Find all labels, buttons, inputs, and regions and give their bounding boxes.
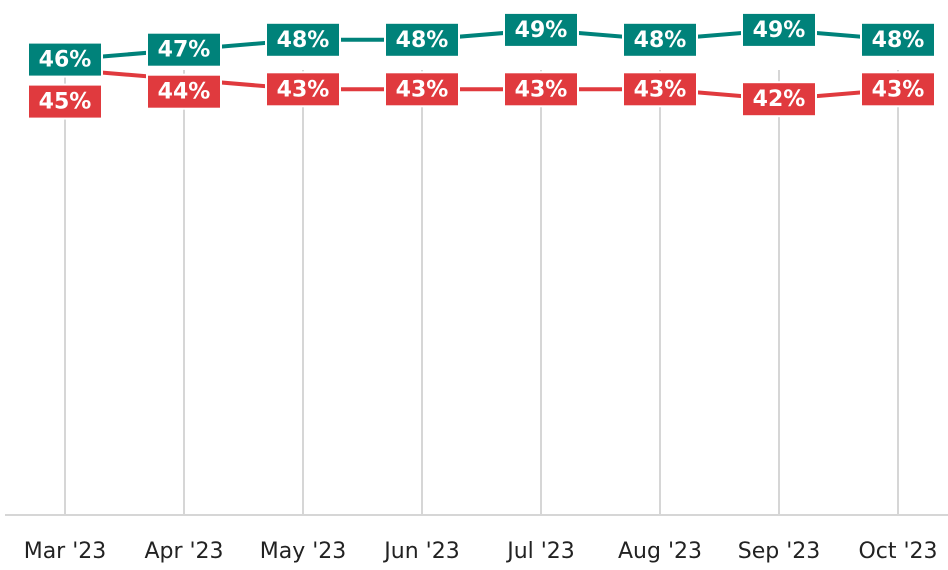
data-label: 47% xyxy=(158,38,211,63)
data-label: 43% xyxy=(277,77,330,102)
value-label: 45% xyxy=(27,83,103,120)
label-box xyxy=(503,11,579,48)
value-label: 49% xyxy=(503,11,579,48)
x-tick-label: Apr '23 xyxy=(144,539,223,564)
value-label: 43% xyxy=(265,71,341,108)
value-label: 49% xyxy=(741,11,817,48)
value-label: 48% xyxy=(860,21,936,58)
x-tick-label: Aug '23 xyxy=(618,539,702,564)
x-tick-label: Oct '23 xyxy=(858,539,937,564)
data-label: 49% xyxy=(753,18,806,43)
data-label: 43% xyxy=(872,77,925,102)
value-label: 48% xyxy=(265,21,341,58)
label-box xyxy=(265,71,341,108)
value-label: 48% xyxy=(622,21,698,58)
label-box xyxy=(860,21,936,58)
value-label: 43% xyxy=(622,71,698,108)
label-box xyxy=(384,21,460,58)
data-label: 48% xyxy=(634,28,687,53)
value-label: 43% xyxy=(860,71,936,108)
data-label: 48% xyxy=(872,28,925,53)
x-tick-label: Jul '23 xyxy=(505,539,575,564)
data-label: 44% xyxy=(158,80,211,105)
data-label: 45% xyxy=(39,90,92,115)
data-label: 42% xyxy=(753,87,806,112)
x-tick-label: Mar '23 xyxy=(24,539,107,564)
data-label: 43% xyxy=(515,77,568,102)
label-box xyxy=(622,21,698,58)
label-box xyxy=(27,83,103,120)
label-box xyxy=(27,41,103,78)
label-box xyxy=(503,71,579,108)
label-box xyxy=(741,81,817,118)
value-label: 47% xyxy=(146,31,222,68)
data-label: 49% xyxy=(515,18,568,43)
data-label: 43% xyxy=(634,77,687,102)
data-label: 48% xyxy=(396,28,449,53)
label-box xyxy=(146,31,222,68)
label-box xyxy=(741,11,817,48)
data-label: 46% xyxy=(39,48,92,73)
label-box xyxy=(265,21,341,58)
label-box xyxy=(146,73,222,110)
x-tick-label: May '23 xyxy=(260,539,347,564)
label-box xyxy=(860,71,936,108)
label-box xyxy=(384,71,460,108)
x-tick-label: Sep '23 xyxy=(738,539,821,564)
value-label: 44% xyxy=(146,73,222,110)
value-label: 46% xyxy=(27,41,103,78)
value-label: 43% xyxy=(384,71,460,108)
data-label: 43% xyxy=(396,77,449,102)
label-box xyxy=(622,71,698,108)
value-label: 48% xyxy=(384,21,460,58)
value-label: 43% xyxy=(503,71,579,108)
data-label: 48% xyxy=(277,28,330,53)
x-tick-label: Jun '23 xyxy=(382,539,459,564)
value-label: 42% xyxy=(741,81,817,118)
